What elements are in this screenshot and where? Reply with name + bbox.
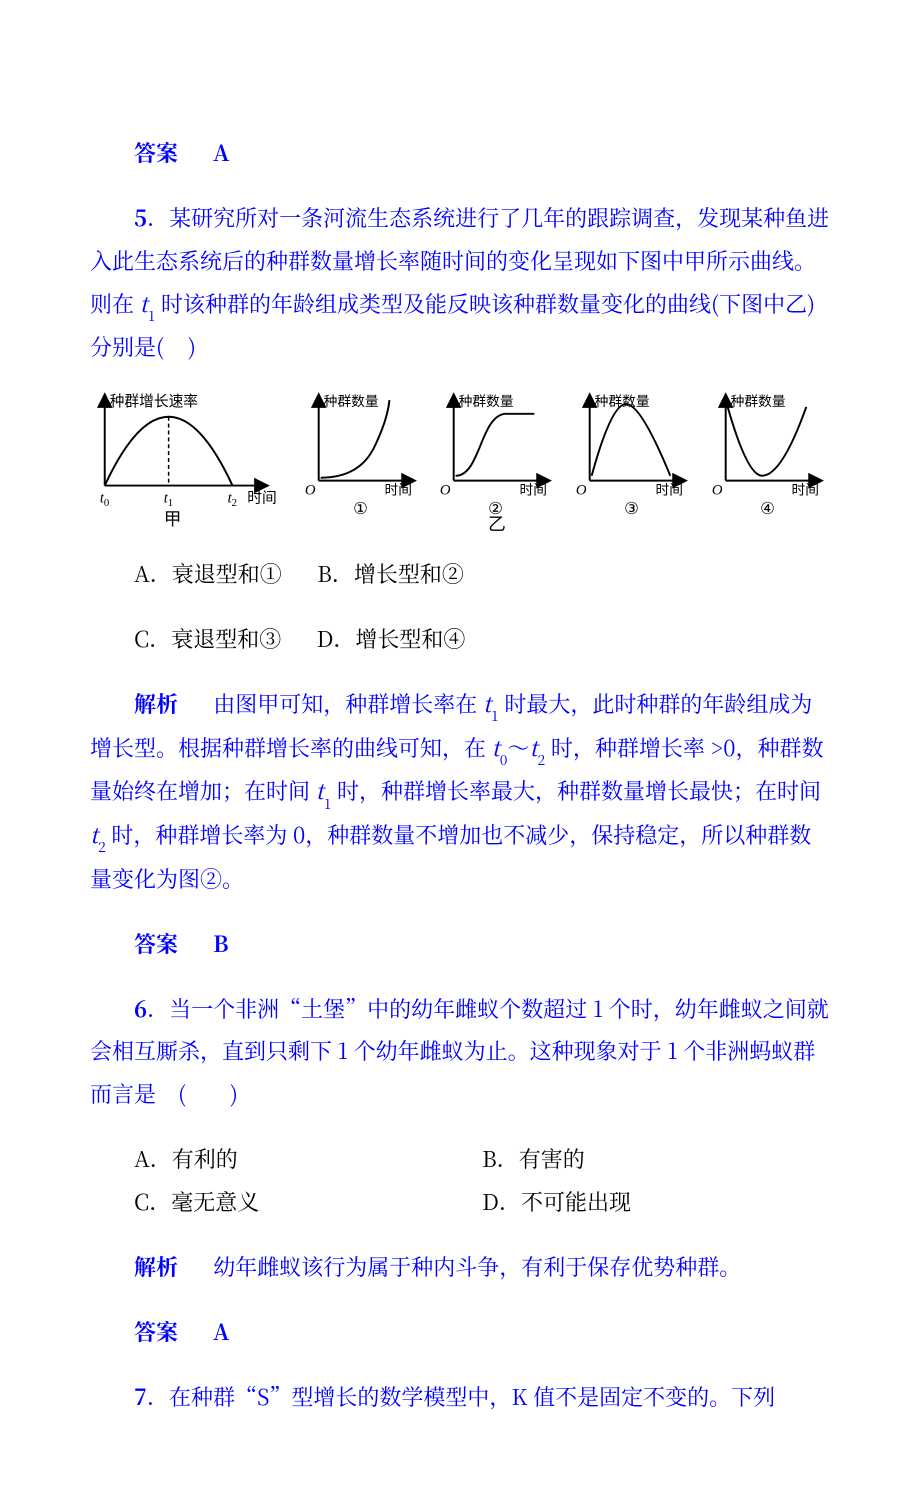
chart-yi-1: 种群数量 O 时间 ① [301,391,423,531]
chart-yi-4: 种群数量 O 时间 ④ [708,391,830,531]
q5-stem: 5．某研究所对一条河流生态系统进行了几年的跟踪调查，发现某种鱼进入此生态系统后的… [90,197,830,369]
q6-explain-text: 幼年雌蚁该行为属于种内斗争，有利于保存优势种群。 [213,1251,741,1282]
answer-label: 答案 [134,1316,178,1347]
q5-explain-1: 由图甲可知，种群增长率在 [213,688,483,719]
chart-yi-2-ylabel: 种群数量 [459,394,514,409]
chart-yi-3-ylabel: 种群数量 [595,394,650,409]
chart-yi-2-xlabel: 时间 [520,483,548,498]
q5-t1-sub: 1 [148,306,156,326]
chart-yi-3-origin: O [576,483,587,499]
q5-number: 5 [134,202,147,233]
q6-option-b: B．有害的 [482,1138,830,1181]
answer-value: A [213,137,229,168]
q7-number: 7 [134,1381,147,1412]
chart-jia-ylabel: 种群增长速率 [110,393,198,410]
q5-options-line2: C．衰退型和③ D．增长型和④ [90,618,830,661]
answer-value: B [213,928,229,959]
explain-label: 解析 [134,1251,178,1282]
chart-yi-4-xlabel: 时间 [792,483,820,498]
q6-number: 6 [134,993,147,1024]
chart-yi-1-origin: O [304,483,315,499]
q6-option-d: D．不可能出现 [482,1181,830,1224]
q6-stem-text: ．当一个非洲“土堡”中的幼年雌蚁个数超过 1 个时，幼年雌蚁之间就会相互厮杀，直… [90,993,829,1110]
chart-yi-3-id: ③ [624,499,639,518]
chart-yi-2: 种群数量 O 时间 ② 乙 [436,391,558,531]
chart-yi-1-ylabel: 种群数量 [323,394,378,409]
q6-answer: 答案 A [90,1311,830,1354]
svg-text:t2: t2 [228,491,238,510]
q5-explain: 解析 由图甲可知，种群增长率在 t1 时最大，此时种群的年龄组成为增长型。根据种… [90,683,830,901]
chart-yi-4-ylabel: 种群数量 [731,394,786,409]
chart-jia-caption: 甲 [164,509,182,529]
answer-label: 答案 [134,928,178,959]
answer-value: A [213,1316,229,1347]
q5-charts: 种群增长速率 t0 t1 t2 时间 甲 种群数量 O 时间 ① 种群数 [90,391,830,531]
q5-explain-4: 时，种群增长率最大，种群数量增长最快；在时间 [331,775,821,806]
q6-options-row1: A．有利的 B．有害的 [90,1138,830,1181]
explain-label: 解析 [134,688,178,719]
q5-option-d: D．增长型和④ [316,623,465,654]
q6-option-a: A．有利的 [134,1138,482,1181]
q5-answer: 答案 B [90,923,830,966]
q5-option-a: A．衰退型和① [134,558,282,589]
chart-yi-3: 种群数量 O 时间 ③ [572,391,694,531]
answer-label: 答案 [134,137,178,168]
chart-yi-1-xlabel: 时间 [384,483,412,498]
q6-option-c: C．毫无意义 [134,1181,482,1224]
q4-answer: 答案 A [90,132,830,175]
chart-yi-3-xlabel: 时间 [656,483,684,498]
q5-options-line1: A．衰退型和① B．增长型和② [90,553,830,596]
q7-stem-text: ．在种群“S”型增长的数学模型中，K 值不是固定不变的。下列 [147,1381,775,1412]
q7-stem: 7．在种群“S”型增长的数学模型中，K 值不是固定不变的。下列 [90,1376,830,1419]
chart-yi-4-id: ④ [760,499,775,518]
chart-yi-1-id: ① [353,499,368,518]
q6-stem: 6．当一个非洲“土堡”中的幼年雌蚁个数超过 1 个时，幼年雌蚁之间就会相互厮杀，… [90,988,830,1117]
q6-options-row2: C．毫无意义 D．不可能出现 [90,1181,830,1224]
q5-t1-var: t [140,288,148,319]
q5-stem-text-2: 时该种群的年龄组成类型及能反映该种群数量变化的曲线(下图中乙)分别是( [90,288,815,363]
chart-yi-4-origin: O [712,483,723,499]
chart-jia-xlabel: 时间 [247,490,276,507]
svg-text:t1: t1 [164,491,174,510]
q5-option-c: C．衰退型和③ [134,623,281,654]
q5-explain-5: 时，种群增长率为 0，种群数量不增加也不减少，保持稳定，所以种群数量变化为图②。 [90,819,811,894]
q5-stem-text-3: ) [188,331,196,362]
chart-jia: 种群增长速率 t0 t1 t2 时间 甲 [90,391,287,531]
chart-yi-caption: 乙 [488,514,506,531]
chart-yi-2-origin: O [440,483,451,499]
q5-option-b: B．增长型和② [317,558,464,589]
svg-text:t0: t0 [100,491,110,510]
q6-explain: 解析 幼年雌蚁该行为属于种内斗争，有利于保存优势种群。 [90,1246,830,1289]
